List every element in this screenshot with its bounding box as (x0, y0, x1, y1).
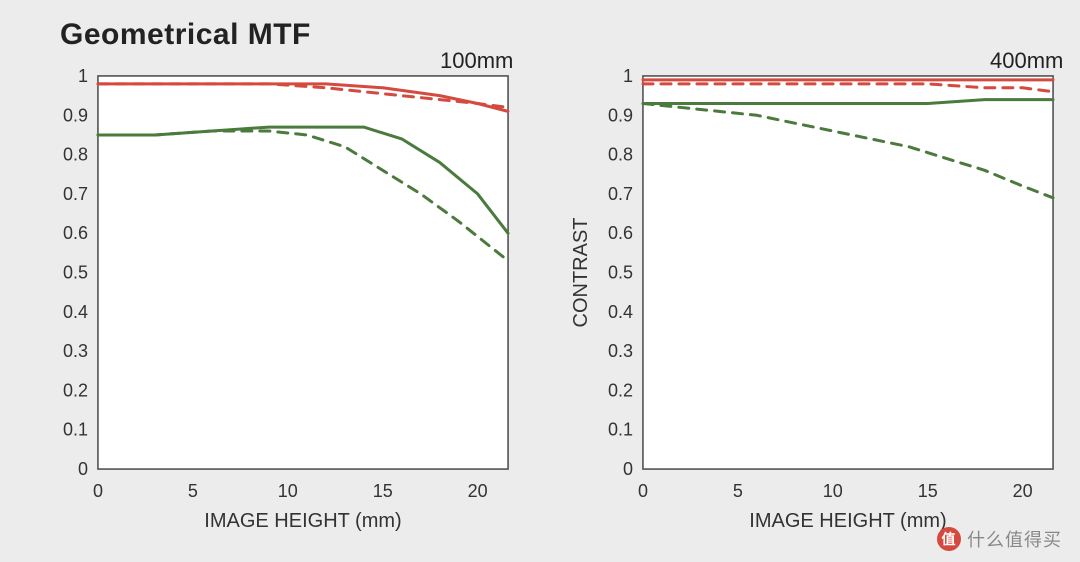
svg-text:0.1: 0.1 (608, 420, 633, 440)
svg-text:5: 5 (188, 481, 198, 501)
svg-text:0.3: 0.3 (63, 341, 88, 361)
svg-text:15: 15 (373, 481, 393, 501)
svg-text:0: 0 (93, 481, 103, 501)
svg-text:0.2: 0.2 (63, 380, 88, 400)
svg-text:5: 5 (733, 481, 743, 501)
svg-text:1: 1 (623, 66, 633, 86)
svg-text:0.3: 0.3 (608, 341, 633, 361)
svg-text:0: 0 (78, 459, 88, 479)
chart-100mm: 00.10.20.30.40.50.60.70.80.9105101520IMA… (36, 60, 526, 540)
page-title: Geometrical MTF (60, 18, 311, 52)
svg-text:0.8: 0.8 (63, 145, 88, 165)
mtf-chart-page: Geometrical MTF 100mm 400mm 00.10.20.30.… (0, 0, 1080, 562)
svg-text:0.7: 0.7 (608, 184, 633, 204)
watermark-badge-icon: 值 (937, 527, 961, 551)
svg-text:0.5: 0.5 (608, 263, 633, 283)
svg-text:0.5: 0.5 (63, 263, 88, 283)
chart-400mm: 00.10.20.30.40.50.60.70.80.9105101520IMA… (551, 60, 1071, 540)
svg-text:0.4: 0.4 (608, 302, 633, 322)
watermark-text: 什么值得买 (967, 526, 1062, 552)
svg-text:0.7: 0.7 (63, 184, 88, 204)
y-axis-label: CONTRAST (570, 218, 592, 328)
svg-text:0.9: 0.9 (608, 105, 633, 125)
watermark: 值 什么值得买 (937, 526, 1062, 552)
svg-text:0.2: 0.2 (608, 380, 633, 400)
x-axis-label: IMAGE HEIGHT (mm) (749, 510, 946, 532)
svg-text:0.9: 0.9 (63, 105, 88, 125)
svg-text:0.6: 0.6 (63, 223, 88, 243)
svg-text:0: 0 (638, 481, 648, 501)
x-axis-label: IMAGE HEIGHT (mm) (204, 510, 401, 532)
svg-text:10: 10 (278, 481, 298, 501)
svg-text:1: 1 (78, 66, 88, 86)
svg-text:15: 15 (918, 481, 938, 501)
svg-text:0.6: 0.6 (608, 223, 633, 243)
svg-text:20: 20 (468, 481, 488, 501)
svg-text:20: 20 (1013, 481, 1033, 501)
svg-text:10: 10 (823, 481, 843, 501)
svg-text:0.8: 0.8 (608, 145, 633, 165)
svg-text:0: 0 (623, 459, 633, 479)
svg-text:0.1: 0.1 (63, 420, 88, 440)
svg-text:0.4: 0.4 (63, 302, 88, 322)
